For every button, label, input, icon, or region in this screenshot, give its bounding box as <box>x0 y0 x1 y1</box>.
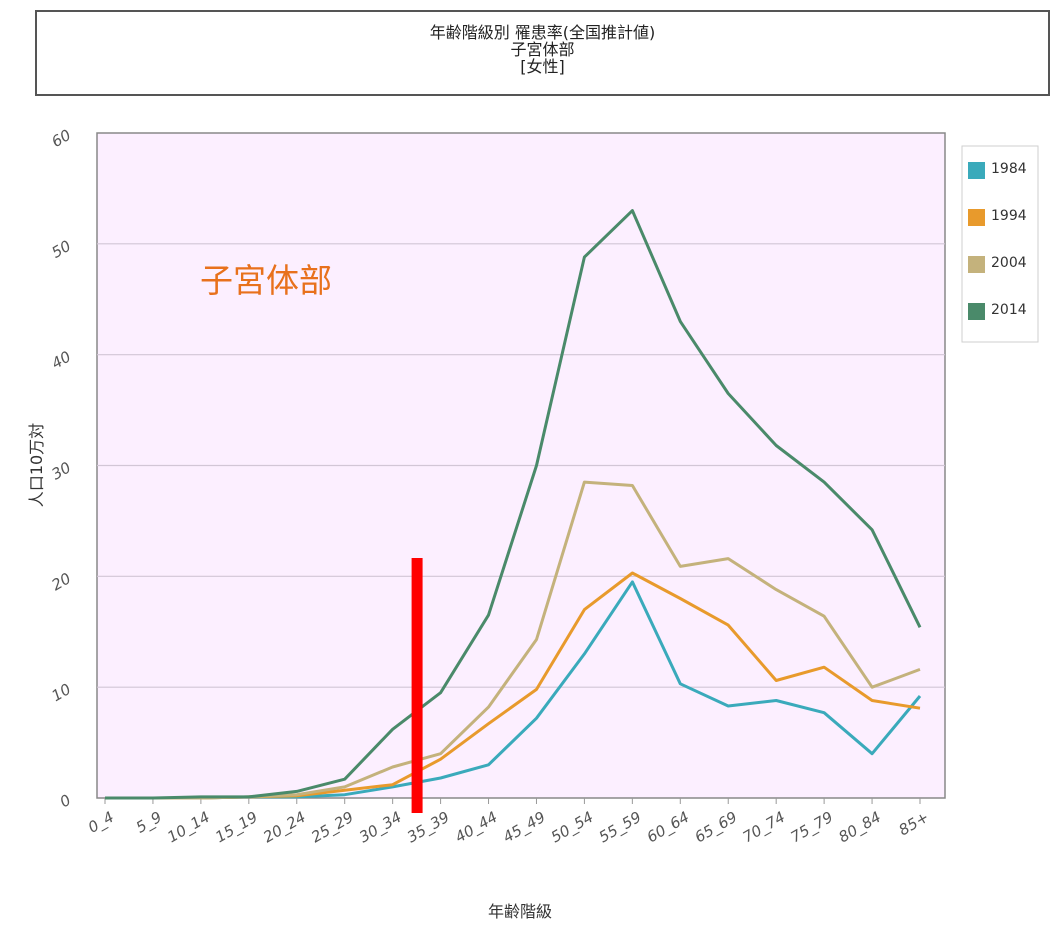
y-tick-label: 0 <box>57 791 74 811</box>
legend-swatch-2004 <box>968 256 985 273</box>
legend-label-2014: 2014 <box>991 302 1027 318</box>
legend: 1984 1994 2004 2014 <box>961 145 1039 343</box>
legend-label-1984: 1984 <box>991 161 1027 177</box>
x-axis-label: 年齢階級 <box>488 902 552 921</box>
legend-label-2004: 2004 <box>991 255 1027 271</box>
x-tick-label: 45_49 <box>500 808 549 847</box>
chart-subtitle-sex: [女性] <box>520 57 565 76</box>
annotation-label: 子宮体部 <box>200 261 332 300</box>
x-tick-label: 60_64 <box>644 808 693 847</box>
x-tick-label: 85+ <box>896 808 932 839</box>
x-tick-label: 75_79 <box>788 808 837 847</box>
legend-swatch-1994 <box>968 209 985 226</box>
y-tick-label: 60 <box>48 126 74 151</box>
chart-title-box: 年齢階級別 罹患率(全国推計値) 子宮体部 [女性] <box>35 10 1050 96</box>
x-tick-label: 65_69 <box>692 808 741 847</box>
x-tick-label: 0_4 <box>85 808 118 838</box>
x-tick-label: 15_19 <box>212 808 261 847</box>
x-tick-label: 80_84 <box>835 808 884 847</box>
x-tick-labels: 0_4 5_9 10_14 15_19 20_24 25_29 30_34 35_39 40_4… <box>85 798 932 847</box>
x-tick-label: 70_74 <box>740 808 789 847</box>
x-tick-label: 55_59 <box>596 808 645 847</box>
x-tick-label: 35_39 <box>404 808 453 847</box>
y-tick-label: 30 <box>48 458 74 483</box>
y-tick-label: 20 <box>48 569 74 594</box>
x-tick-label: 40_44 <box>452 808 501 847</box>
legend-swatch-2014 <box>968 303 985 320</box>
x-tick-label: 50_54 <box>548 808 597 847</box>
highlight-marker <box>411 558 423 813</box>
legend-swatch-1984 <box>968 162 985 179</box>
y-tick-label: 40 <box>48 348 74 373</box>
x-tick-label: 25_29 <box>308 808 357 847</box>
y-tick-labels: 0 10 20 30 40 50 60 <box>48 126 74 811</box>
y-axis-label: 人口10万対 <box>27 423 46 507</box>
series-lines <box>105 209 922 800</box>
legend-label-1994: 1994 <box>991 208 1027 224</box>
x-tick-label: 10_14 <box>164 808 213 847</box>
y-tick-label: 10 <box>48 680 74 705</box>
chart-title: 年齢階級別 罹患率(全国推計値) <box>429 23 656 42</box>
series-line-2014 <box>105 209 922 800</box>
x-tick-label: 20_24 <box>260 808 309 847</box>
x-tick-label: 30_34 <box>356 808 405 847</box>
chart-subtitle: 子宮体部 <box>510 40 575 59</box>
y-tick-label: 50 <box>48 237 74 262</box>
x-tick-label: 5_9 <box>133 808 166 838</box>
